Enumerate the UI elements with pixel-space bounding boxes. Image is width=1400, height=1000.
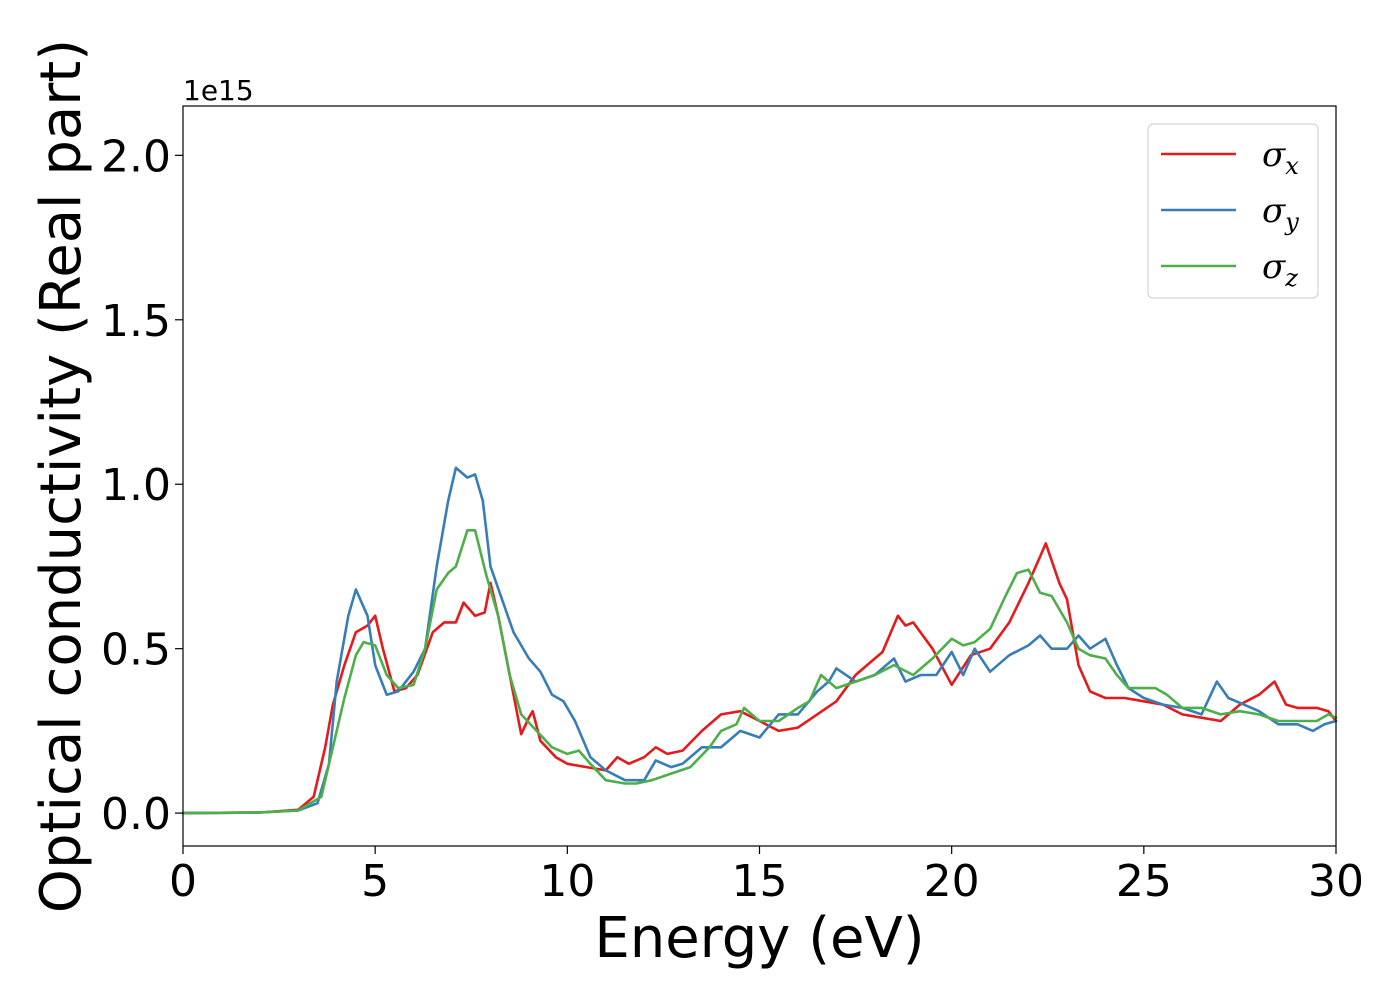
y-offset-label: 1e15 (183, 74, 254, 107)
x-axis-title: Energy (eV) (594, 906, 924, 971)
series-line-z (181, 529, 1338, 815)
y-tick-label: 2.0 (101, 131, 171, 182)
x-tick-label: 25 (1116, 856, 1172, 907)
x-tick-label: 20 (924, 856, 980, 907)
x-tick-label: 5 (361, 856, 389, 907)
x-tick-label: 15 (732, 856, 788, 907)
plot-area (181, 105, 1338, 847)
axes-background (183, 106, 1336, 846)
x-axis: 0 5 10 15 20 25 30 (169, 846, 1364, 907)
legend-label-x: σx (1262, 135, 1299, 180)
y-tick-label: 1.0 (101, 460, 171, 511)
legend-label-y: σy (1262, 191, 1299, 236)
legend-label-z: σz (1262, 247, 1298, 292)
x-tick-label: 30 (1308, 856, 1364, 907)
y-tick-label: 0.0 (101, 789, 171, 840)
y-axis: 0.0 0.5 1.0 1.5 2.0 (101, 131, 183, 840)
y-tick-label: 1.5 (101, 296, 171, 347)
series-layer (181, 466, 1338, 815)
x-tick-label: 0 (169, 856, 197, 907)
series-line-y (181, 466, 1338, 815)
y-axis-title: Optical conductivity (Real part) (29, 39, 94, 913)
legend: σx σy σz (1147, 123, 1319, 299)
y-tick-label: 0.5 (101, 625, 171, 676)
x-tick-label: 10 (539, 856, 595, 907)
